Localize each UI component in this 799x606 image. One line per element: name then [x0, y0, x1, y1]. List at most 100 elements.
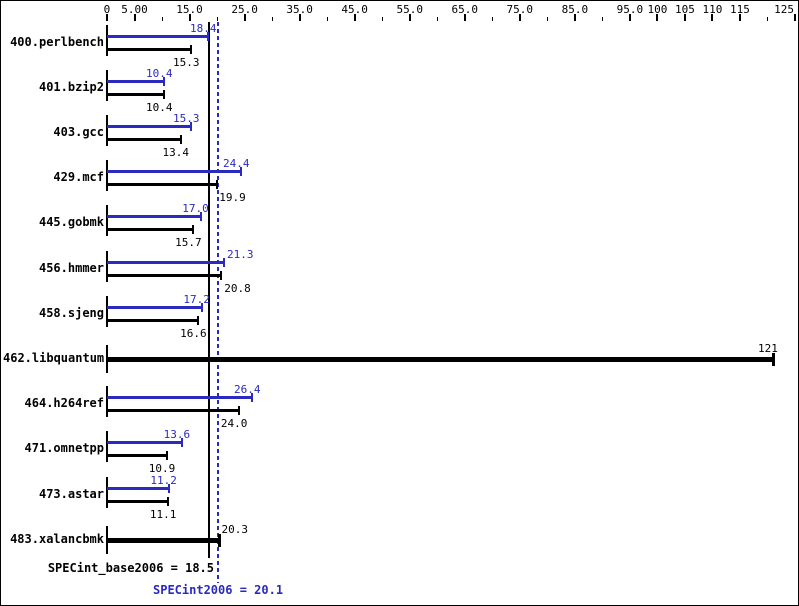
benchmark-label: 456.hmmer — [38, 260, 104, 275]
bar-value-label: 13.6 — [163, 428, 191, 442]
bar-value-label: 17.2 — [183, 292, 210, 306]
axis-major-tick — [518, 14, 521, 21]
bar-value-label: 15.3 — [172, 55, 200, 69]
result-bar — [107, 441, 182, 445]
benchmark-label: 400.perlbench — [10, 34, 104, 49]
bar-end-cap — [192, 225, 195, 235]
specint-peak-summary-label: SPECint2006 = 20.1 — [153, 583, 284, 597]
axis-tick-label: 85.0 — [561, 3, 589, 16]
axis-major-tick — [133, 14, 136, 21]
bar-end-cap — [179, 134, 182, 144]
benchmark-label: 429.mcf — [53, 170, 104, 185]
benchmark-label: 464.h264ref — [24, 396, 104, 411]
peak-mean-reference-line — [216, 22, 219, 583]
bar-end-cap — [190, 121, 193, 131]
result-bar — [107, 215, 201, 219]
base-peak-equal-bar — [107, 356, 773, 362]
bar-end-cap — [190, 44, 193, 54]
axis-major-tick — [408, 14, 411, 21]
bar-end-cap — [200, 302, 203, 312]
axis-major-tick — [683, 14, 686, 21]
specint-base-summary-label: SPECint_base2006 = 18.5 — [47, 561, 214, 575]
row-axis-bracket — [106, 476, 108, 508]
result-bar — [107, 170, 242, 174]
bar-end-cap — [163, 76, 166, 86]
axis-major-tick — [628, 14, 631, 21]
axis-minor-tick — [437, 17, 439, 21]
bar-value-label: 10.9 — [148, 462, 176, 476]
axis-minor-tick — [767, 17, 769, 21]
axis-major-tick — [573, 14, 576, 21]
bar-end-cap — [163, 89, 166, 99]
bar-value-label: 26.4 — [234, 383, 261, 397]
bar-value-label: 24.0 — [220, 417, 248, 431]
benchmark-label: 458.sjeng — [38, 305, 104, 320]
row-axis-bracket — [106, 114, 108, 146]
bar-value-label: 121 — [758, 341, 778, 355]
bar-value-label: 10.4 — [145, 100, 173, 114]
result-bar — [107, 409, 240, 413]
result-bar — [107, 273, 222, 277]
bar-end-cap — [165, 451, 168, 461]
axis-major-tick — [188, 14, 191, 21]
bar-end-cap — [217, 533, 221, 547]
axis-minor-tick — [327, 17, 329, 21]
axis-major-tick — [353, 14, 356, 21]
bar-end-cap — [771, 352, 775, 366]
row-axis-bracket — [106, 386, 108, 418]
result-bar — [107, 183, 217, 187]
bar-value-label: 21.3 — [226, 247, 254, 261]
result-bar — [107, 124, 192, 128]
bar-end-cap — [167, 496, 170, 506]
axis-major-tick — [711, 14, 714, 21]
result-bar — [107, 318, 199, 322]
benchmark-label: 403.gcc — [53, 124, 104, 139]
axis-minor-tick — [217, 17, 219, 21]
axis-minor-tick — [382, 17, 384, 21]
axis-minor-tick — [602, 17, 604, 21]
axis-tick-label: 25.0 — [231, 3, 258, 16]
result-bar — [107, 34, 209, 38]
axis-tick-label: 105 — [674, 3, 695, 16]
axis-tick-label: 35.0 — [286, 3, 313, 16]
axis-major-tick — [463, 14, 466, 21]
benchmark-label: 462.libquantum — [3, 350, 105, 365]
axis-tick-label: 5.00 — [121, 3, 148, 16]
benchmark-label: 445.gobmk — [38, 215, 104, 230]
bar-value-label: 15.3 — [172, 111, 200, 125]
row-axis-bracket — [106, 24, 108, 56]
axis-major-tick — [656, 14, 659, 21]
bar-end-cap — [207, 31, 210, 41]
bar-end-cap — [240, 167, 243, 177]
row-axis-bracket — [106, 69, 108, 101]
bar-value-label: 13.4 — [162, 145, 189, 159]
result-bar — [107, 47, 192, 51]
axis-tick-label: 55.0 — [396, 3, 423, 16]
row-axis-bracket — [106, 250, 108, 282]
benchmark-label: 401.bzip2 — [38, 79, 104, 94]
bar-value-label: 24.4 — [223, 157, 250, 171]
result-bar — [107, 79, 165, 83]
base-peak-equal-bar — [107, 537, 219, 543]
axis-tick-label: 45.0 — [341, 3, 368, 16]
axis-tick-label: 65.0 — [451, 3, 479, 16]
base-mean-reference-line — [207, 22, 210, 558]
row-axis-bracket — [106, 431, 108, 463]
bar-value-label: 11.1 — [149, 507, 177, 521]
bar-end-cap — [215, 180, 218, 190]
result-bar — [107, 305, 202, 309]
bar-end-cap — [220, 270, 223, 280]
axis-major-tick — [298, 14, 301, 21]
bar-value-label: 10.4 — [145, 66, 173, 80]
row-axis-bracket — [106, 160, 108, 192]
bar-value-label: 16.6 — [180, 326, 207, 340]
result-bar — [107, 92, 165, 96]
bar-value-label: 20.8 — [224, 281, 251, 295]
bar-value-label: 17.0 — [182, 202, 209, 216]
bar-end-cap — [223, 257, 226, 267]
axis-major-tick — [794, 14, 796, 21]
axis-tick-label: 0 — [103, 3, 111, 16]
benchmark-label: 471.omnetpp — [24, 441, 104, 456]
axis-minor-tick — [272, 17, 274, 21]
